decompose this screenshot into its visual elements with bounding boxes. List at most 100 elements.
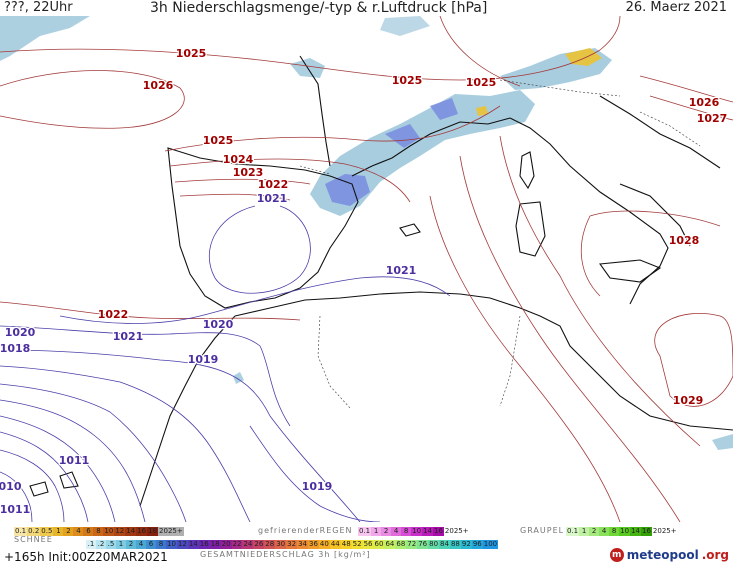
legend-step: 52 xyxy=(351,540,363,549)
coast-iberia xyxy=(167,147,359,309)
legend-step: 36 xyxy=(307,540,319,549)
legend-step: 80 xyxy=(428,540,440,549)
label-1028: 1028 xyxy=(669,234,700,247)
legend-step: 2 xyxy=(126,540,136,549)
legend-step: 28 xyxy=(264,540,276,549)
legend-step: 40 xyxy=(318,540,330,549)
precip-se xyxy=(712,434,733,450)
legend-step: 72 xyxy=(406,540,418,549)
legend-step: 8 xyxy=(156,540,166,549)
legend-step: 1 xyxy=(53,527,64,536)
legend-step: 44 xyxy=(329,540,341,549)
legend-step: 18 xyxy=(209,540,221,549)
label-1020-b: 1020 xyxy=(5,326,36,339)
legend-step: 24 xyxy=(242,540,254,549)
precip-core-provence xyxy=(385,98,458,148)
legend-step: 8 xyxy=(93,527,104,536)
legend-total-label: GESAMTNIEDERSCHLAG 3h [kg/m²] xyxy=(200,550,371,559)
legend-step: 1 xyxy=(579,527,590,536)
label-1023: 1023 xyxy=(233,166,264,179)
legend-step: 10 xyxy=(166,540,177,549)
meteopool-logo[interactable]: m meteopool .org xyxy=(609,548,729,562)
logo-name: meteopool xyxy=(626,548,699,562)
legend-step: 34 xyxy=(297,540,308,549)
legend-step: 12 xyxy=(176,540,188,549)
isobar-1023 xyxy=(174,178,311,185)
border-balkans xyxy=(639,111,701,147)
legend-step: 48 xyxy=(340,540,352,549)
isobar-labels-high: 1025 1026 1025 1025 1026 1027 1025 1024 … xyxy=(96,46,728,409)
isobar-1029 xyxy=(654,313,733,407)
legend-step: 1 xyxy=(371,527,382,536)
coastlines xyxy=(29,55,733,507)
isobar-1019-south xyxy=(249,425,381,522)
isobar-l5 xyxy=(0,383,187,522)
legend-step: 10 xyxy=(411,527,423,536)
legend-step: 30 xyxy=(275,540,287,549)
legend-step: 16 xyxy=(198,540,210,549)
isobars-low xyxy=(0,205,451,522)
label-1024: 1024 xyxy=(223,153,254,166)
legend-step: 10 xyxy=(619,527,631,536)
island-mallorca xyxy=(399,223,421,237)
isobar-1027-right xyxy=(649,95,733,121)
legend-freezing-scale: 0.1 1 2 4 8 10 14 16 2025+ xyxy=(358,527,470,536)
precip-snow-small xyxy=(476,106,488,116)
legend-step: 84 xyxy=(439,540,450,549)
label-1026-a: 1026 xyxy=(143,79,174,92)
legend-graupel-label: GRAUPEL xyxy=(520,526,565,535)
isobar-l10 xyxy=(0,471,33,522)
island-sicily xyxy=(599,259,662,283)
legend-step: 20 xyxy=(220,540,232,549)
legend-snow-label: SCHNEE xyxy=(14,535,53,544)
isobar-1025-north xyxy=(0,16,621,81)
border-africa-east xyxy=(317,315,521,409)
map-title: 3h Niederschlagsmenge/-typ & r.Luftdruck… xyxy=(150,0,488,16)
legend-step: 8 xyxy=(609,527,620,536)
legend-step: 16 xyxy=(432,527,444,536)
legend-step: 4 xyxy=(136,540,146,549)
legend-step: 68 xyxy=(395,540,407,549)
legend-step: 16 xyxy=(640,527,652,536)
legend-step: 14 xyxy=(187,540,199,549)
logo-tld: .org xyxy=(701,548,729,562)
precip-atlantic-nw xyxy=(0,16,90,61)
island-corsica xyxy=(519,151,535,190)
isobar-1024 xyxy=(169,158,411,203)
legend-step: 4 xyxy=(73,527,84,536)
legend-step: 0.1 xyxy=(14,527,28,536)
legend-total-scale: .1.2.5 1 2 4 6 8 10 12 14 16 18 20 22 24 26 28 30 32 34 36 4… xyxy=(86,540,499,549)
label-1022-b: 1022 xyxy=(98,308,129,321)
label-1010: 010 xyxy=(0,480,22,493)
legend-step: 32 xyxy=(286,540,298,549)
legend-step: 76 xyxy=(417,540,429,549)
label-1019-b: 1019 xyxy=(302,480,333,493)
coast-morocco xyxy=(139,315,236,507)
legend-snow-scale: 0.1 0.2 0.5 1 2 4 6 8 10 12 14 16 18 2025+ xyxy=(14,527,184,536)
meteopool-logo-icon: m xyxy=(609,548,624,562)
legend-step: 4 xyxy=(391,527,402,536)
legend-step: 4 xyxy=(599,527,610,536)
legend-freezing-label: gefrierenderREGEN xyxy=(258,526,353,535)
precip-atlantic-n xyxy=(380,16,430,36)
legend-step: 6 xyxy=(146,540,156,549)
isobar-s2 xyxy=(459,155,681,522)
precip-core-pyrenees xyxy=(325,174,370,206)
legend-step: 22 xyxy=(231,540,243,549)
legend-step: 0.5 xyxy=(40,527,54,536)
legend-step: .5 xyxy=(106,540,116,549)
isobar-1022-b xyxy=(0,301,301,321)
isobar-1019 xyxy=(0,349,361,522)
precip-snow-alps xyxy=(565,48,602,66)
label-1025-d: 1025 xyxy=(203,134,234,147)
legend-step: .1 xyxy=(86,540,96,549)
island-sardinia xyxy=(515,201,546,257)
forecast-date: 26. Maerz 2021 xyxy=(625,0,727,15)
isobar-1021-iberia xyxy=(208,205,311,294)
legend-step: 0.2 xyxy=(27,527,41,536)
legend-step: 2 xyxy=(589,527,600,536)
legend-step: 2025+ xyxy=(651,527,678,536)
borders xyxy=(299,79,701,409)
isobar-1028 xyxy=(580,210,721,297)
